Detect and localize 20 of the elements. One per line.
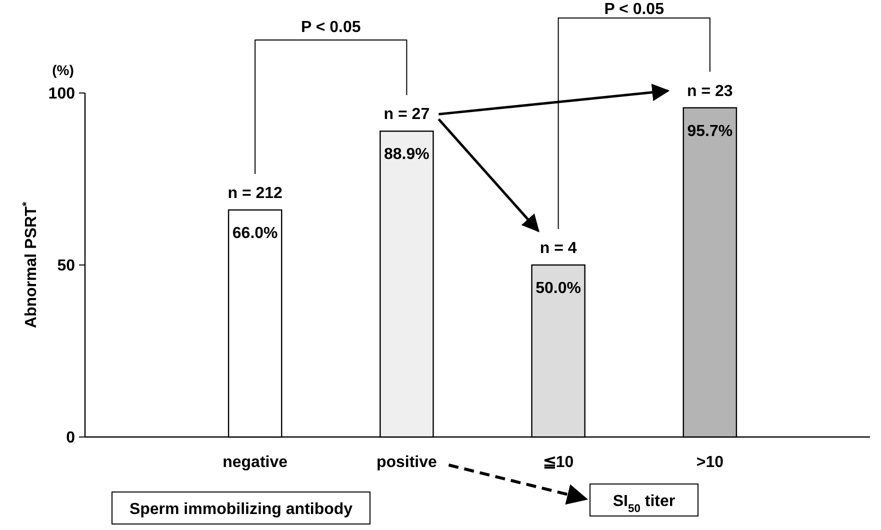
annotation: n = 212 (228, 184, 283, 202)
annotation: n = 23 (687, 82, 733, 100)
y-tick-label: 100 (48, 86, 76, 103)
x-tick-label: >10 (696, 454, 724, 471)
data-label: 66.0% (232, 224, 278, 242)
data-label: 88.9% (384, 146, 430, 164)
y-tick-label: 50 (57, 258, 76, 275)
x-tick-label: ≦10 (542, 454, 574, 471)
text: P < 0.05 (301, 19, 361, 36)
annotation: n = 4 (540, 240, 577, 257)
annotation: n = 27 (384, 106, 430, 124)
y-tick-label: 0 (66, 430, 76, 447)
x-tick-label: positive (376, 454, 438, 471)
x-tick-label: negative (222, 454, 288, 471)
text: P < 0.05 (604, 1, 664, 18)
text: (%) (52, 62, 74, 78)
text: SI$_{50}$ titer (612, 493, 676, 515)
data-label: 95.7% (687, 122, 733, 140)
text: Sperm immobilizing antibody (129, 501, 353, 518)
data-label: 50.0% (536, 280, 581, 297)
